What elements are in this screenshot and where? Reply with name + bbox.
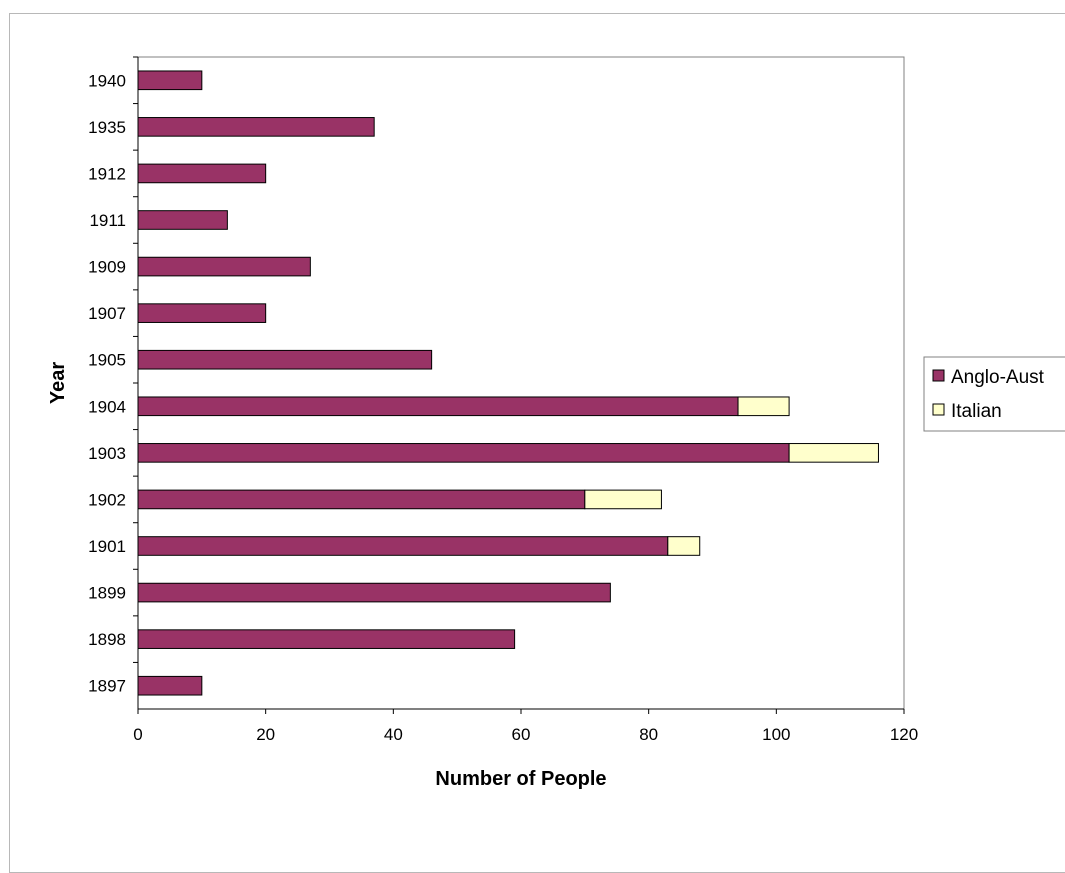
legend-box	[923, 356, 1065, 432]
x-axis-title: Number of People	[435, 768, 606, 790]
legend-label-italian: Italian	[951, 401, 1002, 422]
legend-swatch-anglo-aust	[932, 369, 945, 382]
y-tick-label: 1903	[88, 444, 126, 463]
bar-anglo-aust-1909	[137, 256, 311, 277]
y-tick-label: 1935	[88, 118, 126, 137]
y-tick-label: 1904	[88, 397, 126, 416]
bar-italian-1903	[788, 443, 879, 463]
y-tick-label: 1898	[88, 630, 126, 649]
x-tick-label: 60	[512, 725, 531, 744]
bar-anglo-aust-1905	[137, 349, 433, 370]
x-tick-label: 80	[639, 725, 658, 744]
bar-anglo-aust-1898	[137, 629, 516, 649]
y-tick-label: 1940	[88, 71, 126, 90]
bar-anglo-aust-1904	[137, 396, 739, 417]
bar-anglo-aust-1940	[137, 70, 203, 91]
y-tick-label: 1912	[88, 164, 126, 183]
legend-label-anglo-aust: Anglo-Aust	[951, 367, 1045, 388]
y-tick-label: 1897	[88, 677, 126, 696]
y-tick-label: 1902	[88, 490, 126, 509]
bar-anglo-aust-1935	[137, 117, 375, 137]
bar-anglo-aust-1899	[137, 582, 611, 603]
bar-italian-1902	[584, 489, 662, 510]
y-tick-label: 1905	[88, 351, 126, 370]
bar-anglo-aust-1897	[137, 675, 203, 696]
legend: Anglo-Aust Italian	[923, 356, 1065, 432]
y-tick-label: 1911	[89, 211, 126, 230]
x-tick-label: 100	[762, 725, 790, 744]
y-tick-label: 1901	[88, 537, 126, 556]
bar-anglo-aust-1911	[137, 210, 228, 230]
bar-anglo-aust-1902	[137, 489, 586, 510]
bar-anglo-aust-1907	[137, 303, 267, 323]
chart: 1940 1935 1912 1911 1909 1907 1905 1904 1903 1902…	[47, 56, 1065, 790]
bar-italian-1901	[667, 536, 701, 556]
bar-anglo-aust-1912	[137, 163, 267, 184]
y-axis-title: Year	[47, 362, 69, 404]
y-tick-label: 1907	[88, 304, 126, 323]
x-tick-label: 0	[133, 725, 142, 744]
bar-italian-1904	[737, 396, 790, 417]
bar-anglo-aust-1903	[137, 443, 790, 463]
legend-swatch-italian	[932, 403, 945, 416]
bar-anglo-aust-1901	[137, 536, 669, 556]
y-tick-label: 1909	[88, 258, 126, 277]
plot-area	[137, 56, 905, 710]
x-tick-label: 20	[256, 725, 275, 744]
x-tick-label: 120	[890, 725, 918, 744]
x-tick-label: 40	[384, 725, 403, 744]
y-tick-label: 1899	[88, 584, 126, 603]
